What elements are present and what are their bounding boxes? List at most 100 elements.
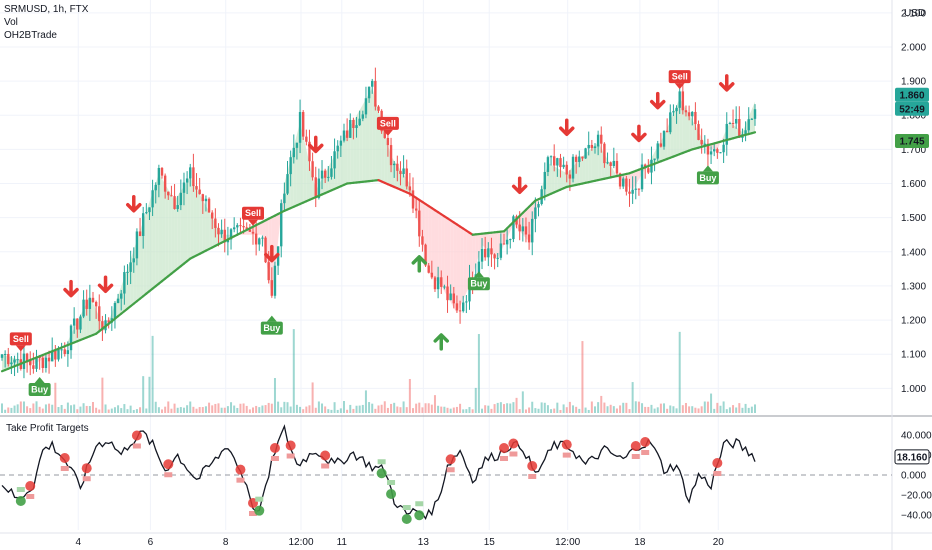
volume-bar — [10, 407, 13, 413]
volume-bar — [732, 405, 735, 413]
candle-body — [10, 362, 13, 365]
volume-bar — [51, 404, 54, 413]
candle-body — [364, 98, 368, 115]
volume-bar — [295, 404, 298, 413]
candle-body — [317, 178, 321, 199]
cloud-segment — [560, 169, 564, 190]
volume-bar — [437, 405, 440, 413]
buy-target-marker — [255, 496, 264, 502]
volume-bar — [273, 378, 276, 413]
candle-body — [499, 243, 503, 258]
volume-bar — [430, 404, 433, 413]
cloud-segment — [529, 203, 533, 242]
volume-bar — [113, 407, 116, 413]
candle-body — [101, 321, 104, 331]
candle-body — [706, 143, 710, 155]
volume-bar — [572, 405, 575, 413]
price-tick-label: 1.900 — [901, 77, 926, 88]
volume-bar — [248, 409, 251, 413]
candle-body — [505, 239, 509, 245]
buy-signal-box — [28, 383, 51, 397]
volume-bar — [239, 403, 242, 413]
candle-body — [60, 349, 63, 351]
volume-bar — [88, 406, 91, 413]
sell-target-dot — [320, 450, 331, 461]
volume-bar — [459, 403, 462, 413]
volume-bar — [754, 404, 756, 413]
cloud-segment — [356, 110, 360, 183]
candle-body — [596, 134, 600, 147]
candle-body — [305, 136, 308, 142]
sell-target-dot — [630, 441, 641, 451]
candle-body — [189, 167, 192, 179]
volume-bar — [568, 401, 571, 413]
candle-body — [289, 157, 292, 175]
volume-bar — [534, 408, 537, 413]
buy-signal-label: Buy — [470, 279, 487, 289]
candle-body — [490, 248, 493, 255]
volume-bar — [546, 405, 549, 413]
volume-bar — [750, 406, 753, 413]
sell-target-dot — [285, 440, 296, 451]
candle-body — [609, 162, 612, 166]
buy-signal-box — [260, 321, 283, 335]
volume-bar — [556, 402, 559, 413]
sell-target-marker — [286, 453, 295, 459]
candle-body — [443, 286, 446, 288]
candle-body — [251, 231, 255, 234]
cloud-segment — [610, 165, 614, 178]
sell-arrow-icon — [126, 194, 142, 213]
cloud-segment — [434, 210, 439, 283]
time-tick-label: 4 — [75, 537, 81, 548]
volume-bar — [252, 407, 254, 413]
cloud-segment — [190, 176, 194, 259]
cloud-segment — [488, 232, 492, 254]
volume-bar — [126, 409, 129, 413]
cloud-segment — [582, 153, 586, 184]
candle-body — [85, 299, 88, 309]
volume-bar — [195, 408, 198, 413]
candle-body — [647, 168, 650, 173]
candle-body — [44, 357, 48, 369]
volume-bar — [565, 407, 568, 413]
candle-body — [145, 212, 148, 214]
volume-bar — [208, 402, 211, 413]
sell-target-marker — [60, 466, 69, 471]
candle-body — [154, 184, 157, 191]
volume-bar — [521, 391, 524, 413]
volume-bar — [258, 407, 261, 413]
cloud-segment — [679, 98, 683, 155]
candle-body — [392, 163, 396, 166]
candle-body — [487, 248, 490, 258]
volume-bar — [468, 407, 471, 413]
cloud-segment — [494, 231, 498, 259]
volume-bar — [324, 406, 327, 413]
volume-bar — [490, 408, 493, 413]
sell-target-marker — [82, 476, 91, 482]
price-tag-box — [895, 134, 929, 149]
buy-signal-box — [467, 277, 490, 291]
candle-body — [537, 204, 540, 208]
volume-bar — [377, 405, 380, 413]
volume-bar — [481, 408, 484, 413]
candle-body — [524, 226, 528, 235]
volume-bar — [719, 405, 722, 413]
volume-bar — [336, 409, 339, 413]
cloud-segment — [362, 99, 366, 182]
volume-bar — [305, 406, 308, 413]
cloud-segment — [384, 133, 388, 185]
volume-bar — [628, 409, 631, 413]
volume-bar — [214, 403, 217, 413]
volume-bar — [650, 404, 653, 413]
candle-body — [383, 131, 386, 138]
cloud-segment — [92, 303, 97, 335]
cloud-segment — [205, 205, 210, 251]
volume-bar — [493, 404, 496, 413]
volume-bar — [204, 406, 207, 413]
price-tag-label: 1.860 — [899, 90, 924, 101]
cloud-segment — [472, 234, 476, 276]
candle-body — [141, 213, 145, 236]
buy-signal-label: Buy — [31, 385, 48, 395]
buy-target-marker — [415, 501, 424, 507]
